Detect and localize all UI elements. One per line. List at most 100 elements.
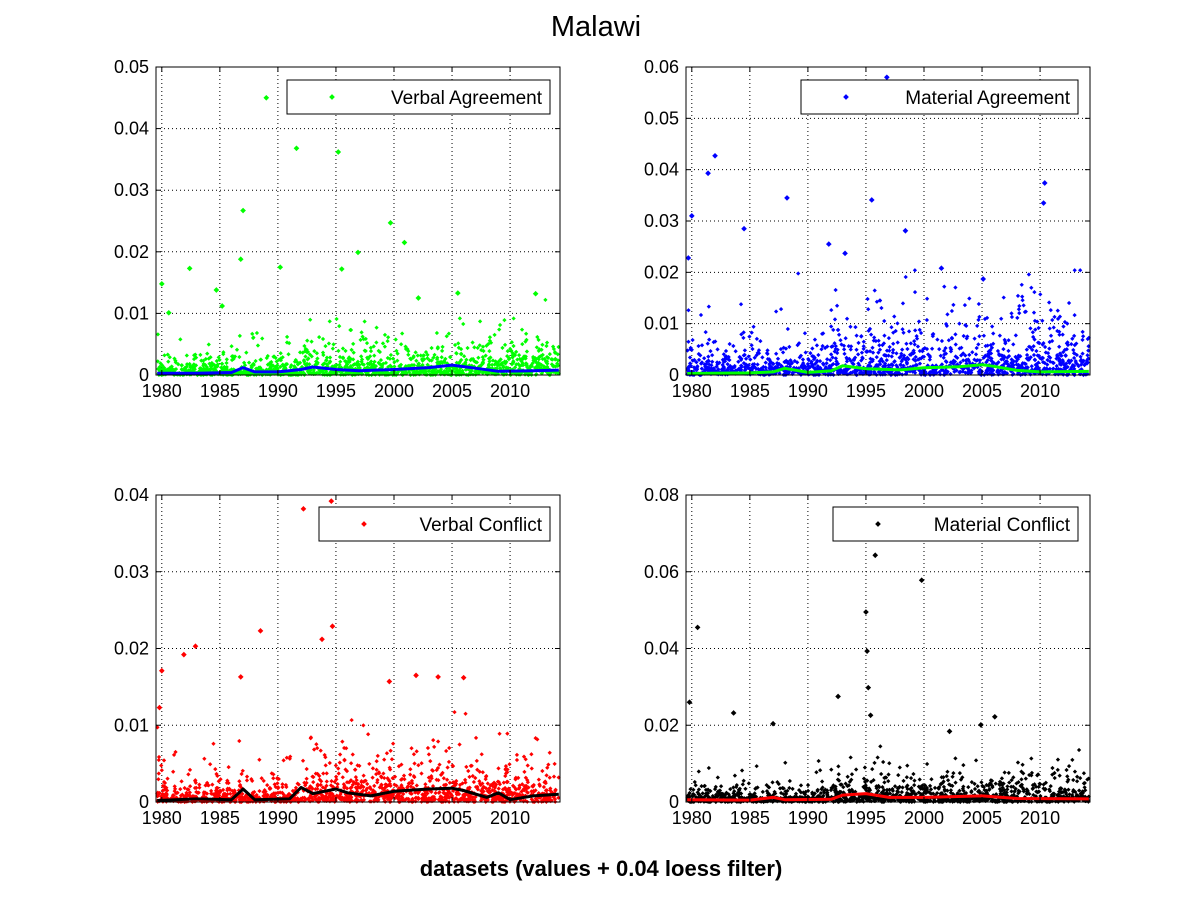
data-point [378, 357, 384, 363]
data-point [364, 341, 370, 346]
panel-verbal-conflict: 1980 1985 1990 1995 2000 2005 201000.010.020.0… [114, 485, 561, 828]
data-point [372, 353, 377, 358]
data-point [327, 355, 333, 360]
legend: Verbal Agreement [286, 79, 551, 115]
y-tick-label: 0 [139, 792, 149, 812]
data-point [502, 317, 507, 323]
data-point [452, 369, 458, 375]
data-point [320, 350, 326, 355]
data-point [479, 348, 484, 353]
data-point [385, 339, 390, 344]
data-point [166, 359, 171, 364]
x-tick-label: 2010 [490, 808, 530, 828]
data-point [480, 344, 486, 349]
y-tick-label: 0.01 [114, 715, 149, 735]
data-point [274, 359, 279, 364]
data-point [356, 362, 361, 367]
panel-material-conflict: 1980 1985 1990 1995 2000 2005 201000.020.040.0… [644, 485, 1091, 828]
x-tick-label: 1995 [846, 381, 886, 401]
data-point [197, 366, 203, 371]
data-point [205, 351, 210, 356]
data-point [234, 347, 240, 352]
data-point [359, 354, 364, 359]
data-point [461, 354, 467, 359]
data-point [444, 366, 449, 371]
y-tick-label: 0.04 [644, 160, 679, 180]
data-point [246, 360, 252, 365]
data-point [524, 349, 530, 354]
data-point [249, 365, 254, 370]
data-point [519, 357, 524, 362]
x-tick-label: 1995 [316, 808, 356, 828]
data-point [224, 357, 229, 362]
data-point [400, 331, 405, 336]
data-point [258, 365, 263, 370]
data-point [459, 351, 464, 356]
data-point [295, 362, 301, 367]
data-point [511, 343, 516, 349]
data-point [434, 330, 440, 336]
data-point [338, 359, 343, 364]
data-point [393, 337, 398, 342]
data-point [334, 316, 339, 322]
data-point [166, 366, 171, 372]
data-point [456, 341, 461, 346]
x-tick-label: 2010 [490, 381, 530, 401]
data-point [392, 359, 397, 365]
data-point [215, 362, 220, 367]
data-point [427, 358, 432, 363]
data-point [349, 347, 354, 353]
data-point [312, 349, 317, 354]
data-point [198, 352, 203, 358]
data-point [509, 340, 514, 345]
data-point [497, 327, 502, 332]
plot-area [156, 67, 560, 375]
data-point [344, 364, 349, 369]
data-point [476, 371, 481, 376]
data-point [489, 362, 495, 367]
data-point [544, 340, 550, 345]
data-point [413, 350, 418, 355]
data-point [242, 363, 248, 368]
data-point [418, 353, 423, 358]
data-point [547, 351, 552, 357]
data-point [372, 359, 377, 364]
data-point [311, 367, 316, 372]
x-tick-label: 1985 [200, 381, 240, 401]
data-point [371, 344, 376, 349]
data-point [308, 317, 313, 322]
data-point [395, 358, 400, 363]
data-point [426, 368, 431, 374]
y-tick-label: 0.04 [114, 119, 149, 139]
data-point [267, 360, 273, 366]
data-point [258, 357, 264, 362]
data-point [253, 358, 258, 364]
data-point [448, 355, 453, 360]
data-point [351, 362, 356, 367]
data-point [323, 343, 328, 349]
data-point [278, 358, 284, 363]
data-point [440, 344, 445, 350]
data-point [468, 369, 474, 374]
data-point [254, 366, 259, 371]
data-point [385, 355, 390, 361]
data-point [280, 355, 285, 360]
data-point [544, 343, 549, 349]
x-tick-label: 2005 [432, 808, 472, 828]
x-tick-label: 2005 [962, 381, 1002, 401]
data-point [267, 366, 273, 371]
x-tick-label: 1990 [258, 381, 298, 401]
data-point [377, 349, 383, 355]
data-point [500, 345, 505, 351]
data-point [380, 341, 386, 346]
y-tick-label: 0.02 [114, 639, 149, 659]
figure-xlabel: datasets (values + 0.04 loess filter) [420, 856, 783, 881]
legend-label: Material Agreement [905, 88, 1070, 109]
y-tick-label: 0.03 [644, 211, 679, 231]
data-point [179, 367, 185, 372]
data-point [289, 363, 294, 368]
data-point [512, 365, 518, 370]
data-point [358, 337, 363, 343]
x-tick-label: 1990 [788, 381, 828, 401]
data-point [351, 341, 356, 346]
